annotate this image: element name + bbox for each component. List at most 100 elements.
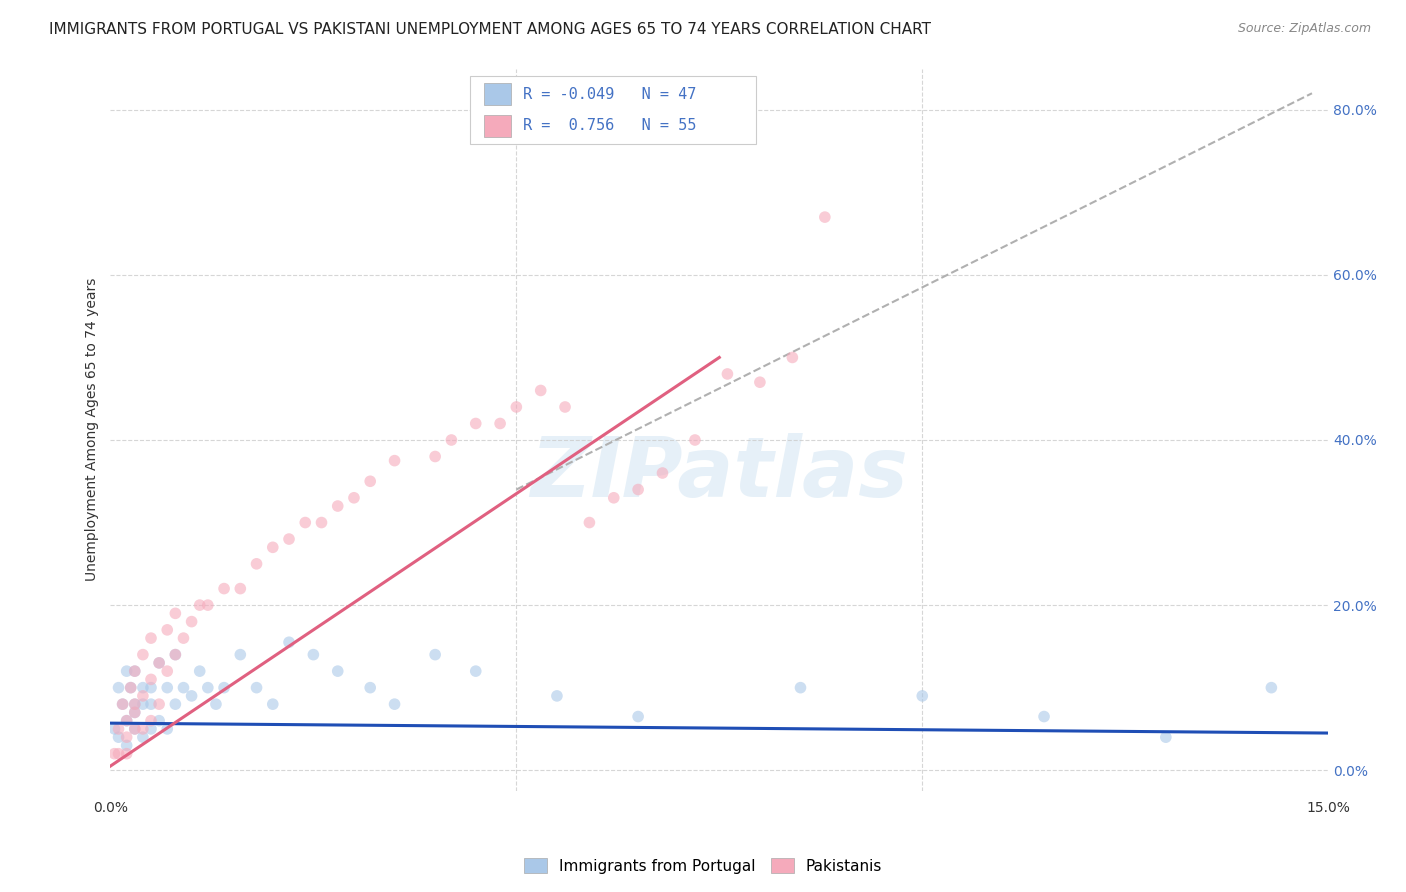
Point [115, 747, 138, 761]
Point [165, 607, 187, 621]
Point [423, 450, 446, 464]
Point [278, 635, 301, 649]
Point [603, 491, 626, 505]
Text: R =  0.756   N = 55: R = 0.756 N = 55 [523, 119, 696, 133]
Point [139, 714, 162, 728]
Point [172, 631, 194, 645]
Point [115, 714, 138, 728]
Point [384, 453, 406, 467]
Point [156, 664, 179, 678]
Point [124, 664, 146, 678]
Point [124, 664, 146, 678]
Point [423, 648, 446, 662]
Point [188, 664, 211, 678]
Point [132, 730, 155, 744]
Point [148, 697, 170, 711]
Point [156, 722, 179, 736]
Point [111, 697, 134, 711]
Point [120, 681, 142, 695]
Point [132, 722, 155, 736]
Point [311, 516, 333, 530]
Point [440, 433, 463, 447]
Point [464, 417, 486, 431]
Point [278, 532, 301, 546]
Point [148, 656, 170, 670]
Text: IMMIGRANTS FROM PORTUGAL VS PAKISTANI UNEMPLOYMENT AMONG AGES 65 TO 74 YEARS COR: IMMIGRANTS FROM PORTUGAL VS PAKISTANI UN… [49, 22, 931, 37]
Point [156, 623, 179, 637]
Point [326, 664, 349, 678]
Text: ZIPatlas: ZIPatlas [530, 433, 908, 514]
Y-axis label: Unemployment Among Ages 65 to 74 years: Unemployment Among Ages 65 to 74 years [86, 278, 100, 582]
Legend: Immigrants from Portugal, Pakistanis: Immigrants from Portugal, Pakistanis [517, 852, 889, 880]
Point [1260, 681, 1282, 695]
Point [245, 681, 267, 695]
Point [326, 499, 349, 513]
Point [132, 689, 155, 703]
Point [359, 681, 381, 695]
Point [359, 475, 381, 489]
Point [124, 697, 146, 711]
Point [124, 722, 146, 736]
Point [115, 730, 138, 744]
Point [111, 697, 134, 711]
Point [107, 747, 129, 761]
Point [197, 598, 219, 612]
Point [180, 615, 202, 629]
Point [115, 664, 138, 678]
Point [139, 681, 162, 695]
Point [343, 491, 366, 505]
Point [103, 747, 125, 761]
Point [229, 648, 252, 662]
Point [165, 697, 187, 711]
Point [911, 689, 934, 703]
Point [716, 367, 738, 381]
Point [627, 483, 650, 497]
Point [180, 689, 202, 703]
Point [748, 375, 770, 389]
Point [627, 709, 650, 723]
Point [103, 722, 125, 736]
Point [132, 697, 155, 711]
Point [212, 681, 235, 695]
Point [302, 648, 325, 662]
Point [294, 516, 316, 530]
Point [124, 706, 146, 720]
FancyBboxPatch shape [470, 76, 756, 145]
Point [489, 417, 512, 431]
Point [124, 706, 146, 720]
Point [384, 697, 406, 711]
Point [165, 648, 187, 662]
Point [530, 384, 553, 398]
Point [1033, 709, 1056, 723]
Point [132, 648, 155, 662]
Point [156, 681, 179, 695]
Point [212, 582, 235, 596]
Point [172, 681, 194, 695]
Point [578, 516, 600, 530]
Point [505, 400, 527, 414]
Point [120, 681, 142, 695]
Point [115, 739, 138, 753]
Point [205, 697, 228, 711]
Point [554, 400, 576, 414]
Point [107, 722, 129, 736]
Point [262, 541, 284, 555]
Point [115, 714, 138, 728]
Point [107, 681, 129, 695]
FancyBboxPatch shape [484, 115, 510, 136]
Point [188, 598, 211, 612]
Point [132, 681, 155, 695]
Point [651, 466, 673, 480]
Text: Source: ZipAtlas.com: Source: ZipAtlas.com [1237, 22, 1371, 36]
Point [139, 673, 162, 687]
Point [139, 697, 162, 711]
Point [789, 681, 811, 695]
Point [683, 433, 706, 447]
Point [148, 714, 170, 728]
Point [107, 730, 129, 744]
Point [262, 697, 284, 711]
Point [139, 631, 162, 645]
Point [814, 210, 837, 224]
Point [165, 648, 187, 662]
Point [139, 722, 162, 736]
